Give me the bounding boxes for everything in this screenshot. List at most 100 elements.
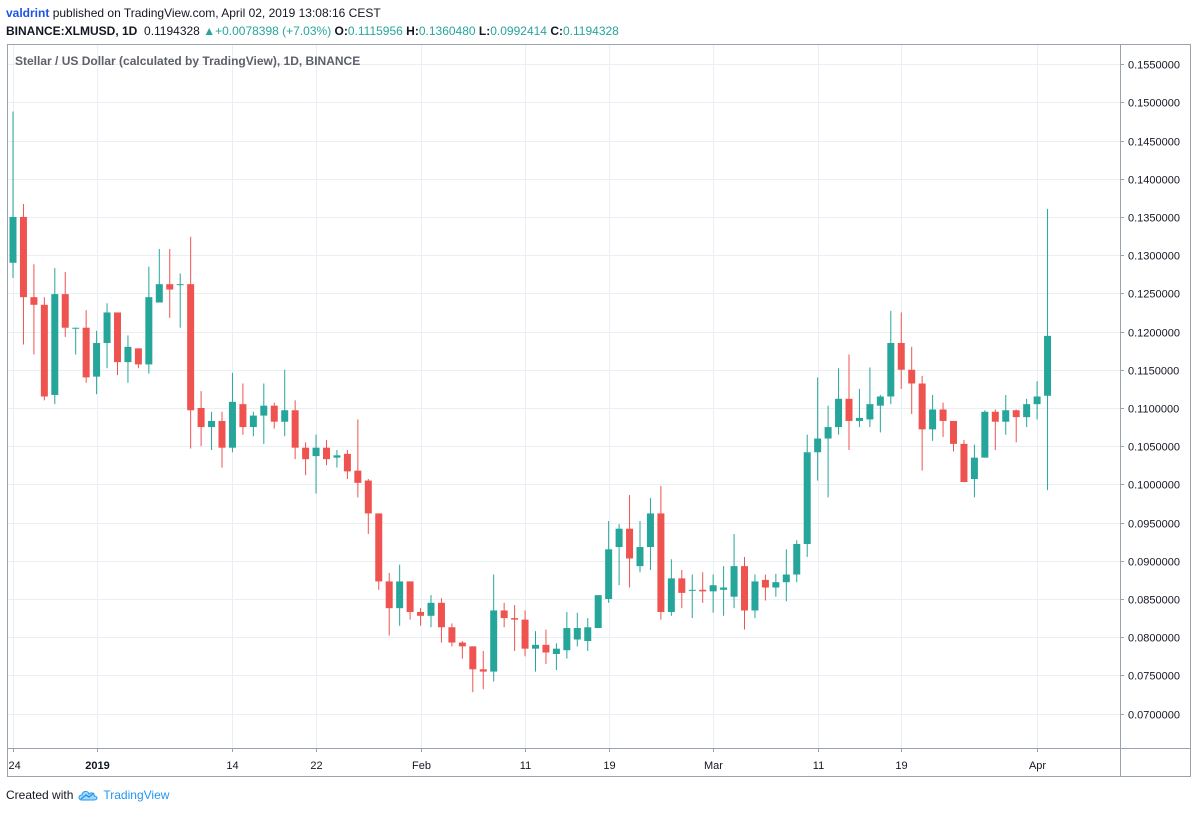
time-axis[interactable]: 24 2019 14 22 Feb 11 19 Mar 11 19 Apr bbox=[9, 748, 1047, 772]
candle-body bbox=[720, 587, 728, 590]
candle-body bbox=[40, 304, 48, 397]
candle-down bbox=[448, 623, 456, 647]
candle-body bbox=[532, 644, 539, 649]
candle-up bbox=[145, 266, 153, 374]
candle-down bbox=[845, 354, 853, 450]
candle-up bbox=[1044, 208, 1052, 491]
author-link[interactable]: valdrint bbox=[6, 6, 50, 20]
candle-down bbox=[30, 264, 38, 355]
candle-body bbox=[437, 602, 445, 628]
candle-down bbox=[114, 312, 121, 376]
candle-down bbox=[218, 411, 226, 468]
candle-body bbox=[134, 348, 142, 365]
candle-up bbox=[594, 595, 602, 629]
candle-body bbox=[197, 407, 205, 428]
candle-up bbox=[281, 369, 289, 437]
candle-body bbox=[793, 543, 801, 575]
candle-down bbox=[40, 297, 48, 401]
candle-down bbox=[939, 402, 947, 437]
candle-up bbox=[636, 521, 644, 573]
candle-body bbox=[302, 447, 310, 460]
x-tick-label: 24 bbox=[9, 760, 21, 772]
candle-down bbox=[960, 440, 968, 483]
candle-down bbox=[354, 419, 362, 498]
candle-up bbox=[605, 521, 613, 603]
candle-up bbox=[793, 540, 801, 583]
candle-down bbox=[1012, 409, 1020, 443]
candle-body bbox=[427, 602, 435, 616]
candle-body bbox=[448, 627, 456, 643]
candle-body bbox=[897, 343, 905, 370]
candle-body bbox=[605, 549, 613, 599]
y-tick-label: 0.1550000 bbox=[1128, 60, 1180, 72]
candle-down bbox=[417, 608, 425, 626]
candle-up bbox=[312, 434, 320, 494]
candle-body bbox=[218, 420, 226, 448]
candle-body bbox=[82, 327, 90, 378]
publish-line: valdrint published on TradingView.com, A… bbox=[6, 4, 1191, 22]
chart-frame bbox=[7, 44, 1191, 777]
symbol-label: BINANCE:XLMUSD, 1D bbox=[6, 24, 138, 38]
candle-up bbox=[93, 330, 101, 395]
candle-body bbox=[61, 294, 69, 328]
price-axis[interactable]: 0.1550000 0.1500000 0.1450000 0.1400000 0.13… bbox=[1120, 60, 1180, 722]
close-value: 0.1194328 bbox=[563, 24, 619, 38]
y-tick-label: 0.0750000 bbox=[1128, 671, 1180, 683]
candle-down bbox=[82, 310, 90, 383]
candle-body bbox=[145, 297, 153, 365]
candle-body bbox=[93, 343, 101, 377]
candle-body bbox=[636, 547, 644, 567]
y-tick-label: 0.1300000 bbox=[1128, 251, 1180, 263]
candle-body bbox=[981, 411, 989, 458]
candle-body bbox=[782, 574, 790, 583]
candle-down bbox=[458, 641, 466, 659]
candle-body bbox=[626, 528, 634, 559]
candle-up bbox=[490, 574, 498, 682]
candle-body bbox=[584, 627, 592, 642]
candle-up bbox=[887, 310, 895, 405]
candle-up bbox=[260, 383, 268, 444]
candle-up bbox=[1002, 394, 1010, 435]
y-tick-label: 0.0850000 bbox=[1128, 595, 1180, 607]
tradingview-brand-link[interactable]: TradingView bbox=[103, 788, 170, 802]
x-tick-label: 22 bbox=[310, 760, 322, 772]
candle-body bbox=[741, 566, 748, 611]
last-price: 0.1194328 bbox=[144, 24, 200, 38]
candle-up bbox=[720, 566, 728, 616]
candle-down bbox=[542, 629, 550, 664]
candle-body bbox=[1012, 410, 1020, 418]
candle-body bbox=[187, 284, 195, 411]
candle-body bbox=[323, 447, 330, 460]
candle-body bbox=[646, 513, 654, 548]
candle-body bbox=[72, 327, 80, 329]
candle-body bbox=[887, 343, 895, 397]
candle-down bbox=[302, 442, 310, 476]
change-value: +0.0078398 (+7.03%) bbox=[215, 24, 332, 38]
candle-body bbox=[615, 528, 623, 548]
candle-body bbox=[103, 312, 111, 344]
high-value: 0.1360480 bbox=[418, 24, 476, 38]
candle-down bbox=[291, 400, 299, 460]
candle-body bbox=[970, 457, 978, 480]
x-tick-label: 11 bbox=[813, 760, 824, 772]
published-text: published on TradingView.com, April 02, … bbox=[52, 6, 381, 20]
candle-body bbox=[270, 405, 278, 422]
candle-up bbox=[855, 388, 863, 428]
candle-body bbox=[124, 346, 132, 363]
candle-body bbox=[761, 579, 769, 588]
candle-down bbox=[323, 440, 330, 466]
candle-body bbox=[563, 628, 571, 651]
candle-up bbox=[814, 377, 822, 481]
candle-down bbox=[166, 249, 174, 318]
candle-body bbox=[542, 644, 550, 653]
candle-up bbox=[782, 549, 790, 602]
candle-up bbox=[573, 612, 581, 647]
y-tick-label: 0.0950000 bbox=[1128, 519, 1180, 531]
candle-down bbox=[908, 346, 916, 415]
candle-down bbox=[897, 312, 905, 389]
candle-body bbox=[511, 618, 519, 620]
candle-up bbox=[824, 405, 832, 498]
candle-body bbox=[228, 401, 236, 448]
candle-body bbox=[364, 480, 372, 514]
